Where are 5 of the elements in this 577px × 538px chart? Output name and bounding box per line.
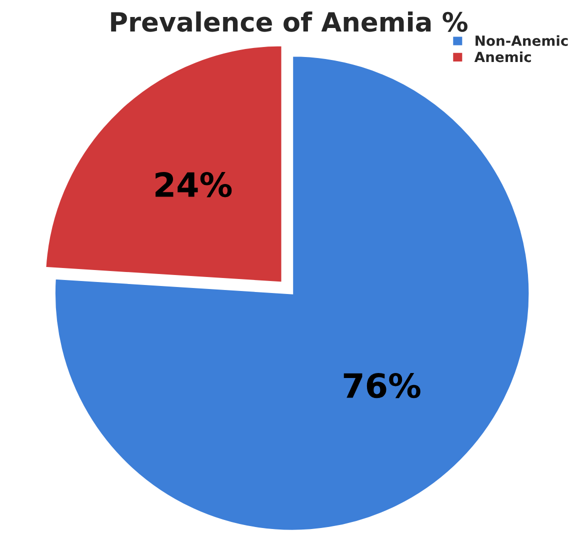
data-label: 24%	[156, 172, 232, 198]
legend-label: Non-Anemic	[476, 35, 568, 46]
chart-title: Prevalence of Anemia %	[111, 11, 468, 32]
data-label: 76%	[344, 372, 420, 398]
legend-label: Anemic	[474, 51, 531, 62]
